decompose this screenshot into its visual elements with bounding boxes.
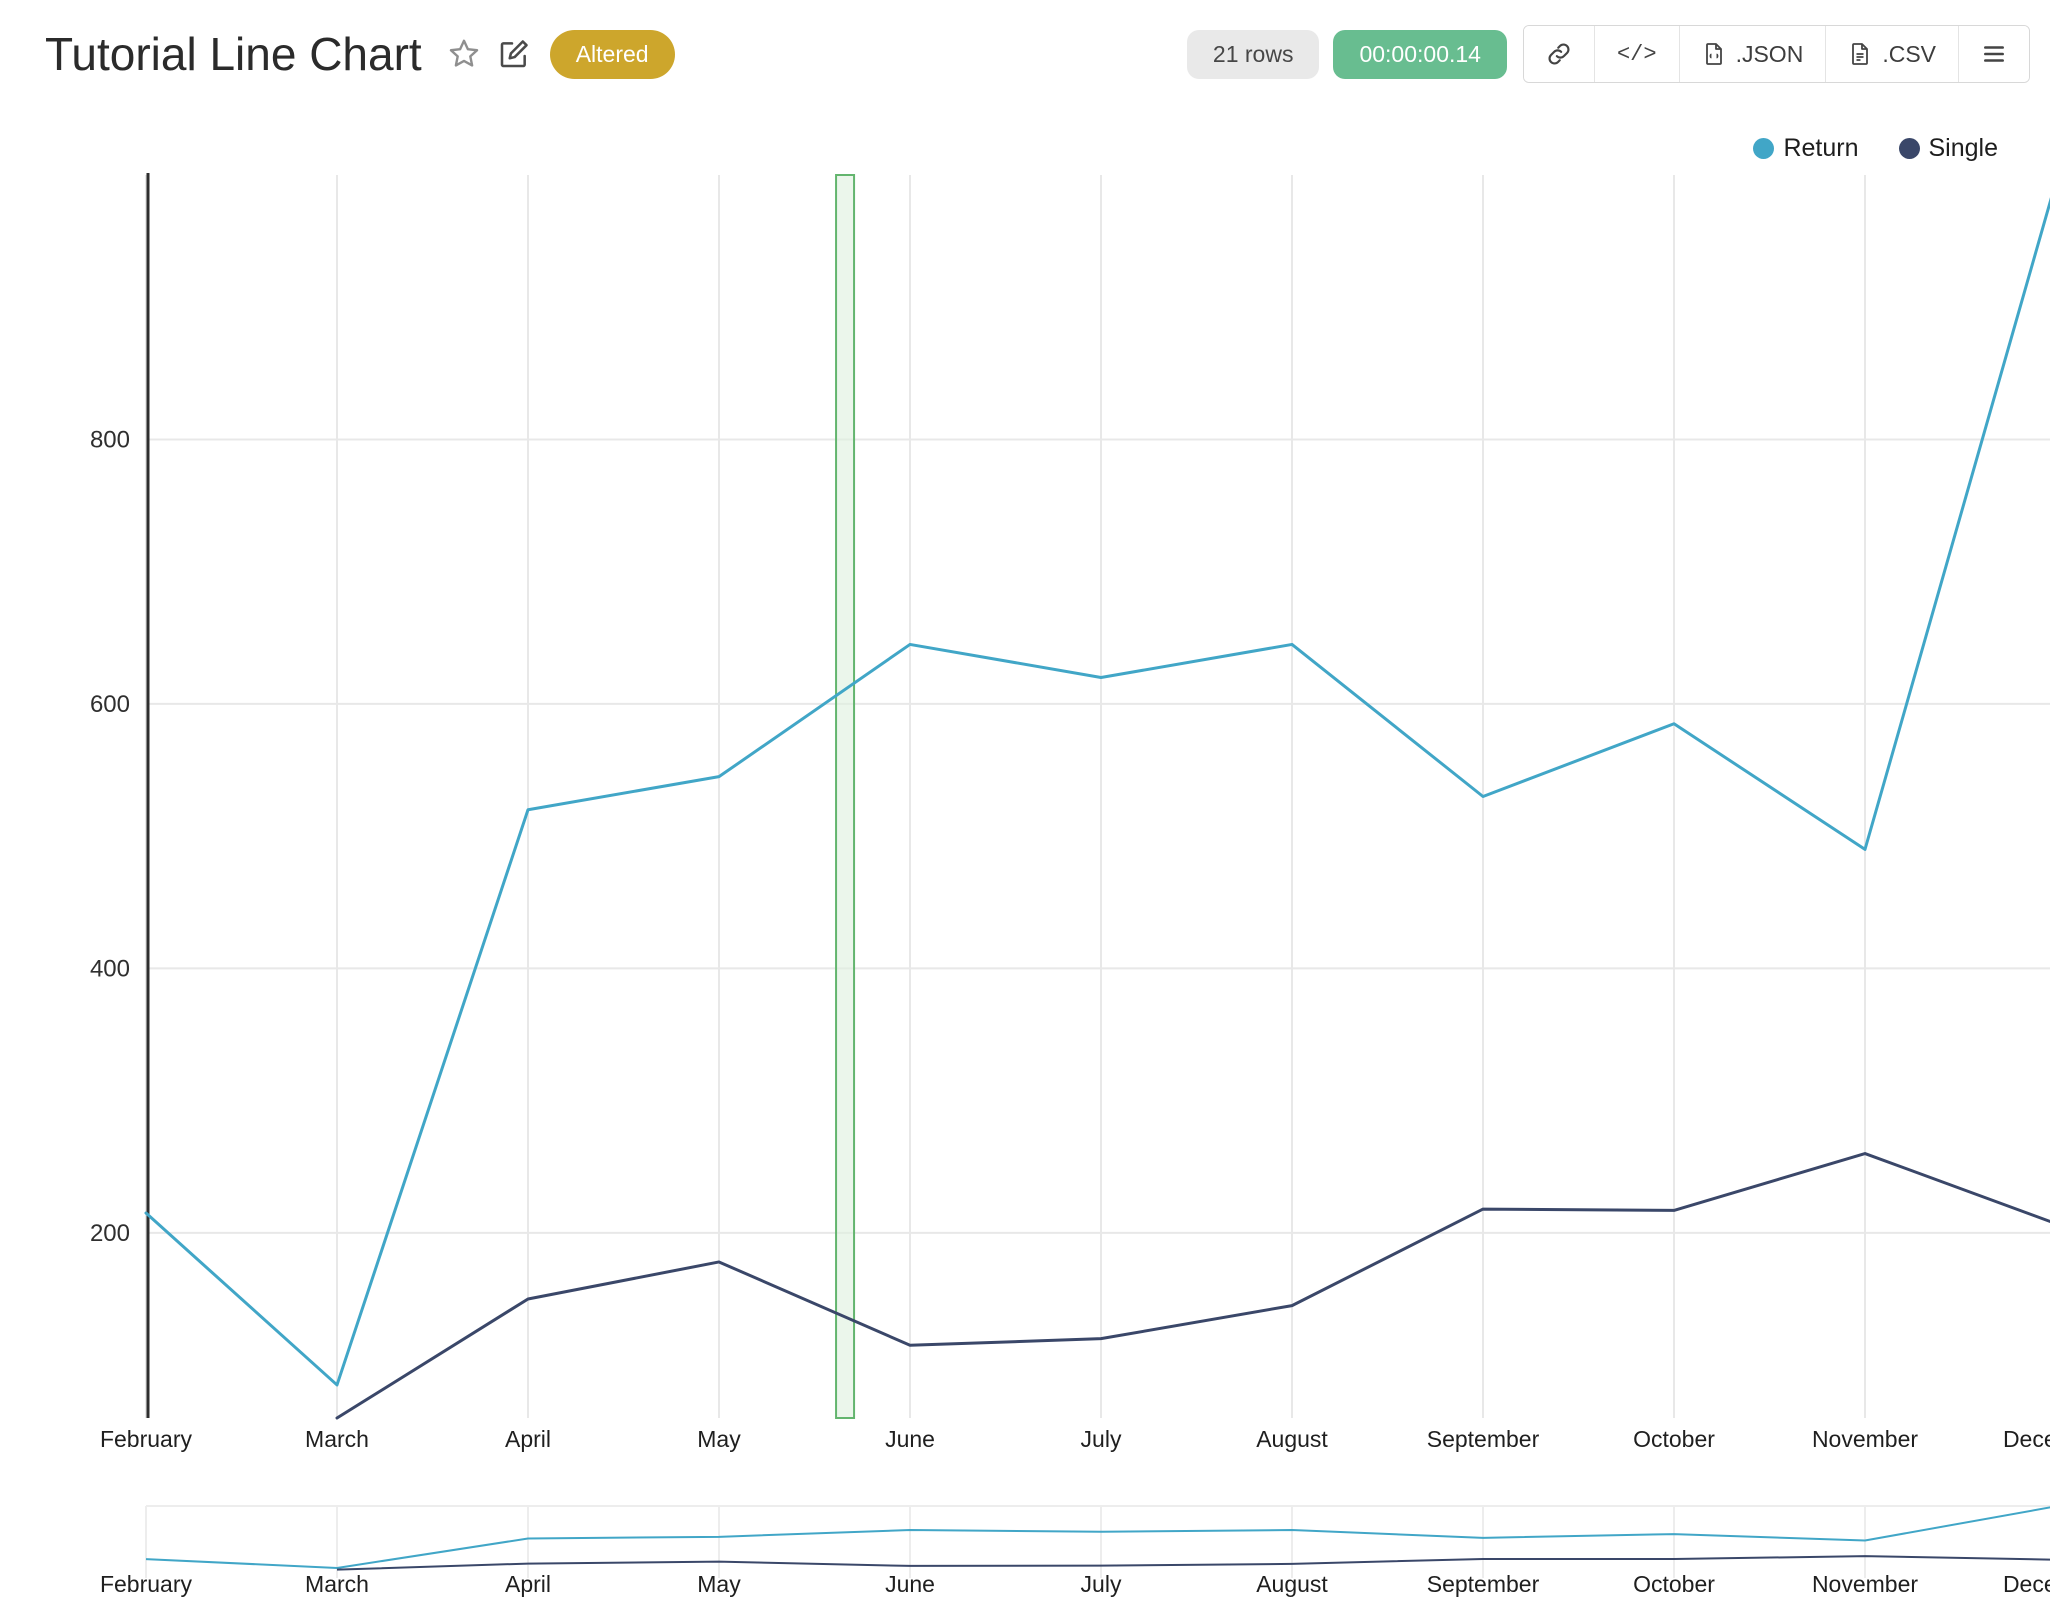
mini-series-line-single bbox=[336, 1555, 2050, 1571]
mini-series-line-return bbox=[145, 1506, 2050, 1569]
x-tick-label: February bbox=[100, 1426, 193, 1452]
selection-highlight[interactable] bbox=[835, 174, 856, 1419]
mini-x-tick-label: September bbox=[1427, 1571, 1540, 1597]
show-code-button[interactable]: </> bbox=[1593, 26, 1679, 82]
mini-x-tick-label: February bbox=[100, 1571, 193, 1597]
x-tick-label: October bbox=[1633, 1426, 1715, 1452]
page-title: Tutorial Line Chart bbox=[45, 28, 422, 80]
legend-item-single[interactable]: Single bbox=[1898, 134, 1999, 163]
x-tick-label: August bbox=[1256, 1426, 1328, 1452]
y-tick-label: 200 bbox=[90, 1220, 130, 1247]
star-button[interactable] bbox=[442, 32, 486, 76]
code-icon: </> bbox=[1616, 41, 1657, 67]
edit-pencil-icon bbox=[500, 40, 528, 68]
menu-button[interactable] bbox=[1958, 26, 2029, 82]
legend-label-return: Return bbox=[1783, 134, 1859, 162]
series-line-return[interactable] bbox=[144, 182, 2050, 1387]
legend-item-return[interactable]: Return bbox=[1753, 134, 1859, 163]
header: Tutorial Line Chart Altered 21 rows 00:0… bbox=[45, 24, 2030, 84]
x-tick-label: March bbox=[305, 1426, 369, 1452]
altered-badge: Altered bbox=[549, 29, 675, 79]
edit-button[interactable] bbox=[492, 32, 536, 76]
y-tick-label: 600 bbox=[90, 691, 130, 718]
x-tick-label: December bbox=[2003, 1426, 2050, 1452]
legend-label-single: Single bbox=[1928, 134, 1999, 162]
x-tick-label: May bbox=[697, 1426, 741, 1452]
star-icon bbox=[449, 39, 478, 67]
mini-x-tick-label: April bbox=[505, 1571, 551, 1597]
row-count-badge: 21 rows bbox=[1186, 29, 1320, 79]
mini-x-tick-label: July bbox=[1081, 1571, 1122, 1597]
y-tick-label: 400 bbox=[90, 955, 130, 982]
y-tick-label: 800 bbox=[90, 426, 130, 453]
mini-x-tick-label: December bbox=[2003, 1571, 2050, 1597]
legend-dot-single bbox=[1898, 138, 1920, 159]
legend-dot-return bbox=[1753, 138, 1775, 159]
copy-link-button[interactable] bbox=[1523, 26, 1594, 82]
mini-x-tick-label: August bbox=[1256, 1571, 1328, 1597]
mini-x-tick-label: March bbox=[305, 1571, 369, 1597]
x-tick-label: July bbox=[1081, 1426, 1122, 1452]
hamburger-menu-icon bbox=[1984, 46, 2004, 62]
x-tick-label: November bbox=[1812, 1426, 1918, 1452]
mini-x-tick-label: June bbox=[885, 1571, 935, 1597]
mini-chart-brush[interactable]: February March April May June July August Septe… bbox=[100, 1505, 2050, 1597]
chart-legend: Return Single bbox=[1753, 134, 1998, 163]
export-csv-label: .CSV bbox=[1882, 40, 1936, 67]
query-timer-badge: 00:00:00.14 bbox=[1333, 29, 1507, 79]
export-json-button[interactable]: .JSON bbox=[1678, 26, 1826, 82]
export-toolbar: </> .JSON .CSV bbox=[1522, 25, 2030, 83]
main-chart[interactable]: 200 400 600 800 February March April May June Jul… bbox=[90, 173, 2050, 1452]
mini-x-tick-label: October bbox=[1633, 1571, 1715, 1597]
x-tick-label: April bbox=[505, 1426, 551, 1452]
link-icon bbox=[1548, 43, 1570, 65]
json-file-icon bbox=[1705, 43, 1722, 65]
mini-x-tick-label: May bbox=[697, 1571, 741, 1597]
series-line-single[interactable] bbox=[335, 1152, 2050, 1420]
mini-x-tick-label: November bbox=[1812, 1571, 1918, 1597]
csv-file-icon bbox=[1852, 43, 1869, 65]
export-json-label: .JSON bbox=[1735, 40, 1804, 67]
x-tick-label: June bbox=[885, 1426, 935, 1452]
x-tick-label: September bbox=[1427, 1426, 1540, 1452]
export-csv-button[interactable]: .CSV bbox=[1825, 26, 1958, 82]
